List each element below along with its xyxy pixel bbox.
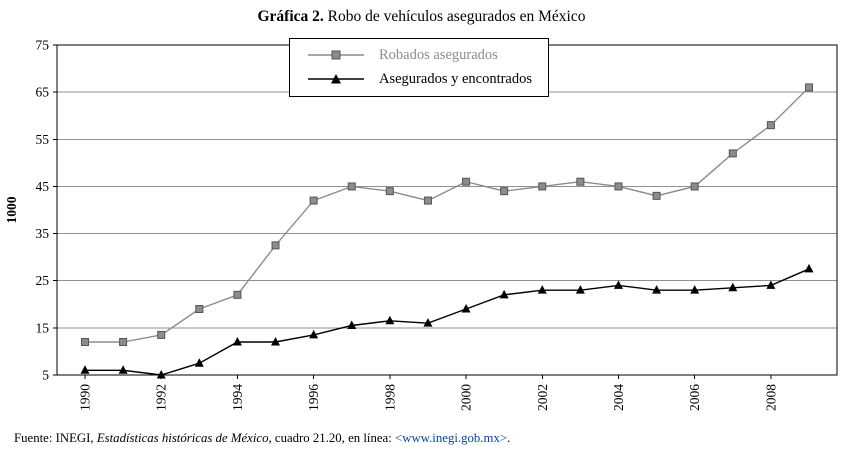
marker-square: [652, 191, 661, 200]
marker-triangle: [690, 285, 700, 294]
marker-square: [347, 182, 356, 191]
legend-square-marker-icon: [308, 50, 364, 60]
y-tick-label: 45: [36, 179, 50, 194]
chart-title-text: Robo de vehículos asegurados en México: [323, 8, 586, 25]
marker-square: [766, 121, 775, 130]
marker-triangle: [728, 282, 738, 292]
chart-area: 5 15 25 35 45 55 65 75 1990 1992 1994 1996 1998 2000 2…: [0, 30, 843, 430]
marker-square: [233, 290, 242, 299]
marker-triangle: [385, 315, 395, 325]
marker-triangle: [537, 285, 547, 294]
legend-item-asegurados-encontrados: Asegurados y encontrados: [306, 70, 533, 87]
chart-title: Gráfica 2. Robo de vehículos asegurados …: [0, 8, 843, 26]
marker-triangle: [652, 285, 662, 294]
y-axis-label: 1000: [4, 196, 19, 223]
y-tick-label: 25: [36, 273, 50, 288]
x-tick-label: 1990: [78, 384, 93, 411]
marker-square: [385, 187, 394, 196]
chart-title-prefix: Gráfica 2.: [257, 8, 324, 25]
chart-legend: Robados asegurados Asegurados y encontra…: [289, 38, 550, 97]
marker-triangle: [309, 329, 319, 339]
marker-square: [576, 177, 585, 186]
source-note: Fuente: INEGI, Estadísticas históricas d…: [14, 431, 510, 446]
marker-square: [462, 177, 471, 186]
x-tick-label: 2008: [763, 384, 778, 411]
marker-triangle: [804, 263, 814, 273]
marker-square: [271, 241, 280, 250]
x-tick-label: 2006: [687, 384, 702, 411]
marker-triangle: [499, 289, 509, 299]
marker-triangle: [118, 365, 128, 374]
y-tick-label: 15: [36, 320, 50, 335]
marker-square: [423, 196, 432, 205]
y-tick-label: 65: [36, 85, 50, 100]
series-line-asegurados-y-encontrados: [85, 268, 810, 376]
marker-triangle: [613, 280, 623, 289]
x-tick-label: 1992: [154, 384, 169, 411]
marker-square: [81, 338, 89, 346]
y-tick-label: 35: [36, 226, 50, 241]
marker-square: [690, 182, 699, 191]
x-tick-label: 2000: [459, 384, 474, 411]
marker-square: [805, 83, 813, 92]
marker-square: [538, 182, 547, 191]
marker-triangle: [461, 304, 471, 313]
marker-triangle: [232, 337, 242, 346]
marker-triangle: [423, 318, 433, 327]
marker-triangle: [766, 280, 776, 289]
marker-triangle: [347, 320, 357, 329]
marker-triangle: [271, 337, 281, 346]
marker-square: [309, 196, 318, 205]
legend-label-encontrados: Asegurados y encontrados: [379, 70, 533, 87]
legend-triangle-marker-icon: [308, 73, 364, 84]
x-tick-label: 2004: [611, 384, 626, 411]
source-middle: , cuadro 21.20, en línea:: [268, 431, 395, 445]
series-line-robados-asegurados: [85, 86, 810, 343]
legend-item-robados-asegurados: Robados asegurados: [306, 48, 532, 63]
marker-square: [157, 330, 166, 339]
marker-triangle: [80, 365, 90, 374]
x-tick-label: 1996: [306, 384, 321, 411]
marker-square: [119, 338, 128, 346]
x-tick-label: 1998: [382, 384, 397, 411]
legend-label-robados: Robados asegurados: [379, 47, 498, 63]
marker-square: [614, 182, 623, 191]
y-tick-label: 55: [36, 132, 50, 147]
source-suffix: .: [507, 431, 511, 445]
inegi-link[interactable]: <www.inegi.gob.mx>: [395, 431, 508, 445]
y-tick-label: 5: [42, 368, 49, 383]
source-book-title: Estadísticas históricas de México: [96, 431, 269, 445]
source-prefix: Fuente: INEGI,: [14, 431, 97, 445]
marker-triangle: [575, 285, 585, 294]
x-tick-label: 1994: [230, 384, 245, 411]
x-tick-label: 2002: [535, 384, 550, 411]
y-tick-label: 75: [36, 38, 50, 53]
marker-triangle: [194, 358, 204, 367]
marker-square: [500, 187, 509, 196]
marker-triangle: [156, 370, 166, 379]
marker-square: [728, 149, 737, 158]
marker-square: [195, 305, 204, 313]
